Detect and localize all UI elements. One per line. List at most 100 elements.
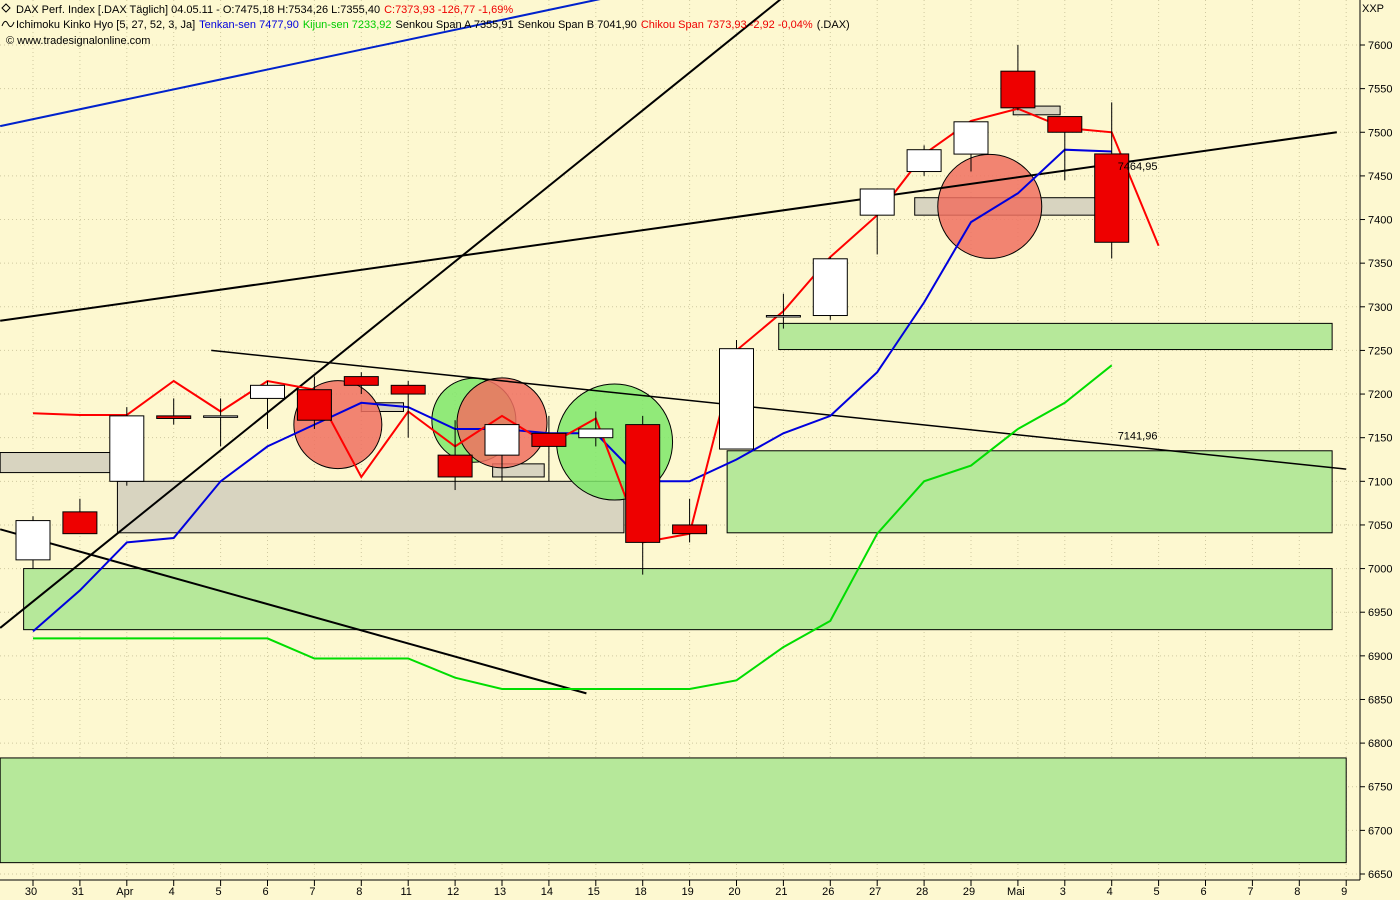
x-tick-label: 4 — [169, 886, 175, 898]
y-tick-label: 6750 — [1368, 782, 1392, 794]
candle-body — [484, 424, 520, 456]
candle-body — [15, 520, 51, 561]
candle-body — [906, 149, 942, 173]
x-tick-label: 5 — [1154, 886, 1160, 898]
candle-body — [1094, 153, 1130, 243]
overlay-layer: 7464,95 7141,96 — [1118, 161, 1158, 443]
copyright-text: © www.tradesignalonline.com — [6, 35, 150, 47]
x-tick-label: Mai — [1007, 886, 1025, 898]
candle-body — [296, 389, 332, 421]
y-tick-label: 7150 — [1368, 433, 1392, 445]
candle — [1047, 116, 1083, 181]
x-tick-label: 8 — [1294, 886, 1300, 898]
candle — [859, 188, 895, 255]
x-tick-label: 8 — [356, 886, 362, 898]
y-tick-label: 6850 — [1368, 694, 1392, 706]
x-tick-label: 9 — [1341, 886, 1347, 898]
y-tick-label: 7350 — [1368, 258, 1392, 270]
candle-body — [531, 432, 567, 447]
x-tick-label: 29 — [963, 886, 975, 898]
x-tick-label: 7 — [309, 886, 315, 898]
x-tick-label: 4 — [1107, 886, 1113, 898]
y-tick-label: 7200 — [1368, 389, 1392, 401]
y-tick-label: 7500 — [1368, 127, 1392, 139]
corner-label: XXP — [1362, 3, 1384, 15]
candle — [1000, 45, 1036, 111]
y-tick-label: 6900 — [1368, 651, 1392, 663]
x-tick-label: 27 — [869, 886, 881, 898]
x-tick-label: Apr — [116, 886, 133, 898]
candle — [531, 415, 567, 482]
candle — [578, 411, 614, 447]
candle — [765, 293, 801, 329]
y-tick-label: 7000 — [1368, 564, 1392, 576]
x-tick-label: 11 — [400, 886, 411, 898]
x-tick-label: 7 — [1247, 886, 1253, 898]
y-tick-label: 6950 — [1368, 607, 1392, 619]
candle-body — [765, 315, 801, 318]
candle-body — [1000, 70, 1036, 109]
y-tick-label: 7250 — [1368, 345, 1392, 357]
x-tick-label: 15 — [588, 886, 600, 898]
candle — [812, 257, 848, 320]
header-icons — [1, 3, 15, 28]
x-tick-label: 14 — [541, 886, 553, 898]
green-zone — [23, 568, 1333, 631]
candle-body — [672, 524, 708, 535]
diamond-icon — [1, 3, 11, 13]
trend-line — [0, 528, 587, 695]
wave-icon — [1, 20, 15, 28]
candle-body — [953, 121, 989, 155]
zone-layer — [0, 105, 1347, 864]
y-tick-label: 7400 — [1368, 215, 1392, 227]
header-line-1: DAX Perf. Index [.DAX Täglich] 04.05.11 … — [16, 4, 513, 16]
y-tick-label: 7100 — [1368, 476, 1392, 488]
gray-zone — [0, 452, 118, 474]
candle-body — [156, 415, 192, 419]
trend-line — [211, 349, 1347, 470]
candle-body — [250, 384, 285, 399]
candle — [906, 145, 942, 176]
trend-line — [0, 0, 601, 128]
candle-body — [343, 376, 379, 386]
candle — [203, 398, 239, 447]
candle — [109, 407, 145, 486]
x-tick-label: 20 — [728, 886, 740, 898]
x-tick-label: 18 — [635, 886, 647, 898]
annotation-7464: 7464,95 — [1118, 161, 1158, 173]
x-tick-label: 13 — [494, 886, 506, 898]
candle-body — [437, 454, 473, 478]
candle — [672, 498, 708, 543]
green-zone — [726, 450, 1333, 534]
candle-body — [812, 258, 848, 317]
candle — [343, 372, 379, 395]
y-tick-label: 7300 — [1368, 302, 1392, 314]
candle-body — [390, 384, 426, 395]
candle — [296, 376, 332, 429]
x-tick-label: 19 — [681, 886, 693, 898]
annotation-7141: 7141,96 — [1118, 430, 1158, 442]
x-tick-label: 12 — [447, 886, 459, 898]
x-tick-label: 21 — [775, 886, 787, 898]
y-tick-label: 7450 — [1368, 171, 1392, 183]
candle-body — [62, 511, 98, 535]
candle-body — [719, 348, 754, 450]
candle — [156, 398, 192, 425]
candle — [437, 420, 473, 491]
x-tick-label: 31 — [72, 886, 84, 898]
x-tick-label: 30 — [25, 886, 37, 898]
series-tenkan-sen — [32, 148, 1112, 633]
candle-body — [1047, 116, 1083, 133]
candle — [484, 424, 520, 482]
y-tick-label: 6650 — [1368, 869, 1392, 881]
green-zone — [778, 322, 1333, 351]
header-line-2: Ichimoku Kinko Hyo [5, 27, 52, 3, Ja] Ten… — [16, 19, 850, 31]
x-tick-label: 26 — [822, 886, 834, 898]
candle-layer — [15, 45, 1130, 575]
candle — [15, 516, 51, 569]
candle-body — [625, 424, 661, 543]
series-chikou-span — [33, 364, 1113, 690]
